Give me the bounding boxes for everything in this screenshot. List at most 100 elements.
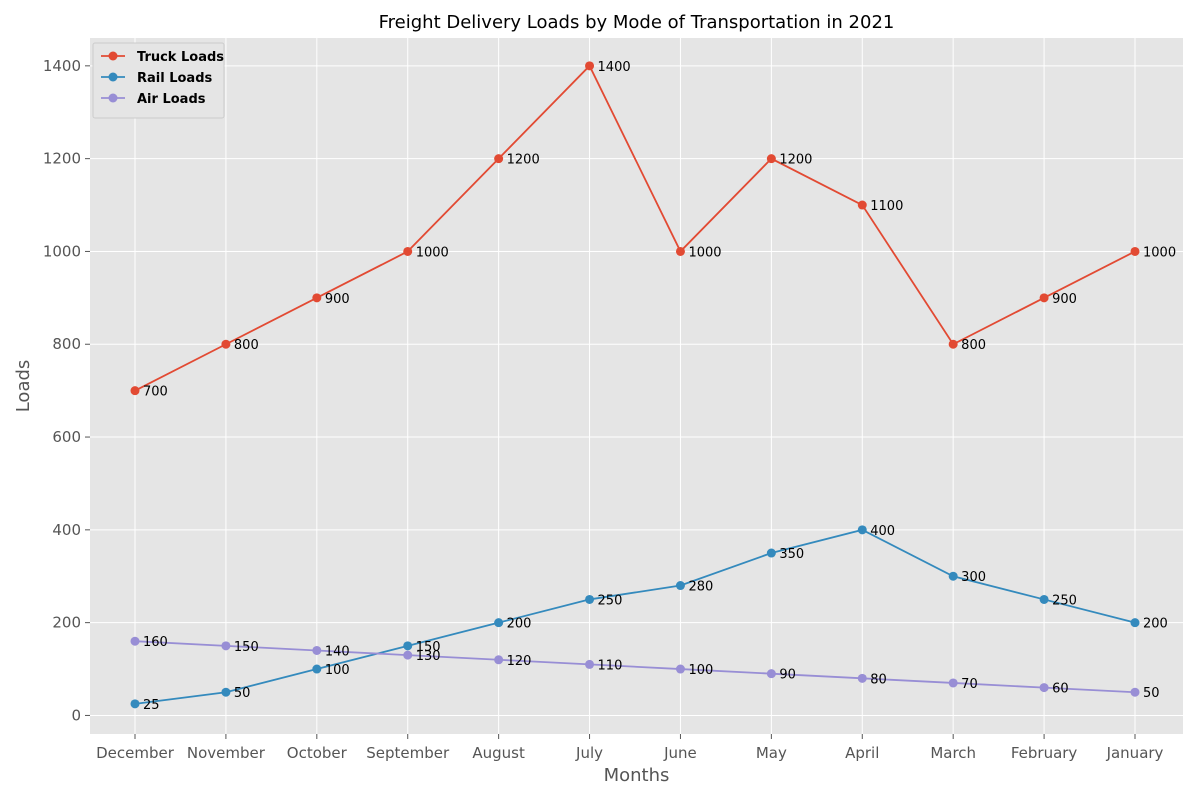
air-loads-data-label: 120 bbox=[507, 654, 532, 669]
y-tick-label: 0 bbox=[71, 706, 81, 724]
series-layer bbox=[130, 61, 1140, 709]
legend-label: Air Loads bbox=[137, 92, 206, 107]
truck-loads-data-label: 900 bbox=[1052, 292, 1077, 307]
truck-loads-data-label: 700 bbox=[143, 385, 168, 400]
x-tick-label-september: September bbox=[366, 744, 450, 762]
truck-loads-point bbox=[130, 386, 140, 396]
x-tick-label-august: August bbox=[472, 744, 525, 762]
truck-loads-data-label: 800 bbox=[961, 338, 986, 353]
truck-loads-point bbox=[221, 339, 231, 349]
legend-label: Rail Loads bbox=[137, 71, 213, 86]
truck-loads-data-label: 1100 bbox=[870, 199, 903, 214]
rail-loads-point bbox=[948, 571, 958, 581]
truck-loads-point bbox=[857, 200, 867, 210]
x-tick-label-march: March bbox=[930, 744, 976, 762]
air-loads-point bbox=[130, 636, 140, 646]
truck-loads-point bbox=[1039, 293, 1049, 303]
truck-loads-point bbox=[585, 61, 595, 71]
truck-loads-data-label: 1000 bbox=[688, 245, 721, 260]
air-loads-data-label: 60 bbox=[1052, 682, 1069, 697]
air-loads-point bbox=[857, 673, 867, 683]
y-tick-label: 400 bbox=[52, 521, 81, 539]
air-loads-point bbox=[585, 659, 595, 669]
truck-loads-line bbox=[134, 64, 1136, 392]
data-labels: 700 800 900 1000 1200 1400 1000 1200 1100 800 900 1… bbox=[143, 60, 1176, 713]
rail-loads-data-label: 25 bbox=[143, 698, 160, 713]
y-axis-ticks: 0 200 400 600 800 1000 1200 1400 bbox=[43, 57, 90, 724]
air-loads-data-label: 160 bbox=[143, 635, 168, 650]
y-tick-label: 1000 bbox=[43, 242, 81, 260]
y-tick-label: 1200 bbox=[43, 150, 81, 168]
truck-loads-data-label: 1200 bbox=[507, 153, 540, 168]
air-loads-data-label: 150 bbox=[234, 640, 259, 655]
legend-swatch-marker bbox=[108, 51, 118, 61]
air-loads-point bbox=[403, 650, 413, 660]
x-tick-label-february: February bbox=[1011, 744, 1078, 762]
air-loads-point bbox=[766, 669, 776, 679]
rail-loads-point bbox=[1130, 618, 1140, 628]
air-loads-data-label: 100 bbox=[688, 663, 713, 678]
air-loads-point bbox=[1130, 687, 1140, 697]
series-air-loads bbox=[130, 636, 1140, 697]
rail-loads-point bbox=[494, 618, 504, 628]
legend-swatch-marker bbox=[108, 93, 118, 103]
y-axis-title: Loads bbox=[13, 360, 34, 413]
air-loads-data-label: 110 bbox=[598, 658, 623, 673]
air-loads-data-label: 130 bbox=[416, 649, 441, 664]
air-loads-line bbox=[134, 640, 1136, 694]
air-loads-point bbox=[675, 664, 685, 674]
truck-loads-data-label: 1000 bbox=[1143, 245, 1176, 260]
air-loads-data-label: 50 bbox=[1143, 686, 1160, 701]
x-tick-label-july: July bbox=[575, 744, 603, 762]
air-loads-data-label: 140 bbox=[325, 644, 350, 659]
rail-loads-data-label: 350 bbox=[779, 547, 804, 562]
truck-loads-point bbox=[403, 246, 413, 256]
x-axis-ticks: December November October September August Ju… bbox=[96, 734, 1164, 762]
legend-item-rail-loads: Rail Loads bbox=[101, 71, 213, 86]
legend-item-air-loads: Air Loads bbox=[101, 92, 206, 107]
truck-loads-data-label: 1400 bbox=[598, 60, 631, 75]
rail-loads-data-label: 300 bbox=[961, 570, 986, 585]
rail-loads-data-label: 250 bbox=[1052, 593, 1077, 608]
legend: Truck Loads Rail Loads Air Loads bbox=[92, 42, 225, 119]
legend-box bbox=[92, 42, 225, 119]
rail-loads-data-label: 50 bbox=[234, 686, 251, 701]
rail-loads-line bbox=[134, 528, 1136, 705]
x-tick-label-january: January bbox=[1106, 744, 1164, 762]
air-loads-point bbox=[1039, 683, 1049, 693]
y-tick-label: 1400 bbox=[43, 57, 81, 75]
truck-loads-point bbox=[948, 339, 958, 349]
x-tick-label-april: April bbox=[845, 744, 879, 762]
legend-item-truck-loads: Truck Loads bbox=[101, 50, 224, 65]
truck-loads-data-label: 1000 bbox=[416, 245, 449, 260]
rail-loads-data-label: 250 bbox=[598, 593, 623, 608]
rail-loads-data-label: 100 bbox=[325, 663, 350, 678]
air-loads-point bbox=[221, 641, 231, 651]
air-loads-point bbox=[312, 645, 322, 655]
x-tick-label-june: June bbox=[663, 744, 697, 762]
truck-loads-data-label: 800 bbox=[234, 338, 259, 353]
series-rail-loads bbox=[130, 525, 1140, 709]
legend-label: Truck Loads bbox=[137, 50, 224, 65]
rail-loads-data-label: 150 bbox=[416, 640, 441, 655]
x-axis-title: Months bbox=[604, 765, 670, 786]
x-tick-label-november: November bbox=[187, 744, 266, 762]
truck-loads-point bbox=[766, 154, 776, 164]
rail-loads-data-label: 280 bbox=[688, 580, 713, 595]
rail-loads-point bbox=[585, 594, 595, 604]
truck-loads-point bbox=[1130, 246, 1140, 256]
truck-loads-data-label: 900 bbox=[325, 292, 350, 307]
truck-loads-point bbox=[675, 246, 685, 256]
rail-loads-point bbox=[312, 664, 322, 674]
air-loads-data-label: 70 bbox=[961, 677, 978, 692]
rail-loads-point bbox=[857, 525, 867, 535]
rail-loads-point bbox=[766, 548, 776, 558]
rail-loads-point bbox=[1039, 594, 1049, 604]
y-tick-label: 200 bbox=[52, 614, 81, 632]
x-tick-label-december: December bbox=[96, 744, 175, 762]
y-tick-label: 800 bbox=[52, 335, 81, 353]
rail-loads-point bbox=[130, 699, 140, 709]
truck-loads-data-label: 1200 bbox=[779, 153, 812, 168]
